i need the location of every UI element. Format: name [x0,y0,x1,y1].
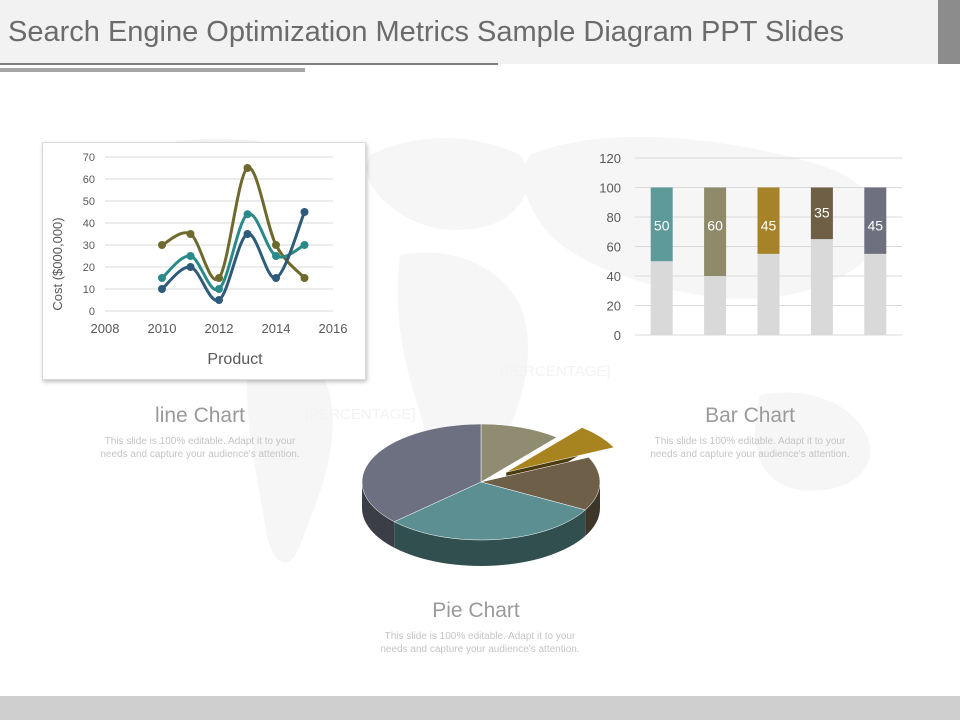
bar-y-tick-label: 80 [607,210,621,225]
line-y-tick-label: 30 [83,240,95,252]
bar-chart-description: This slide is 100% editable. Adapt it to… [650,436,850,460]
bar-data-label: 45 [761,218,777,234]
line-point-series-3 [186,263,195,271]
bar-y-tick-label: 120 [599,151,621,166]
line-point-series-3 [158,285,166,293]
line-y-tick-label: 0 [89,306,95,318]
line-chart-heading: line Chart [155,404,245,427]
pie-placeholder-label-2: [PERCENTAGE] [305,406,416,423]
line-x-tick-label: 2010 [148,321,177,336]
bar-y-tick-label: 60 [607,240,621,255]
line-point-series-2 [300,241,309,249]
pie-slice-2 [506,427,615,473]
bar-top-5 [864,187,887,254]
bar-base-1 [650,261,673,335]
footer-bar [0,696,960,720]
line-y-tick-label: 70 [83,152,95,164]
line-y-tick-label: 60 [83,174,95,186]
pie-chart-description: This slide is 100% editable. Adapt it to… [380,631,580,655]
line-y-tick-label: 40 [83,218,95,230]
title-underline-long [0,63,498,65]
title-bar [0,0,938,64]
line-point-series-3 [272,274,280,282]
line-point-series-1 [186,230,195,238]
pie-slice-3 [480,457,601,511]
line-point-series-1 [158,241,166,249]
corner-accent [938,0,960,64]
line-y-axis-label: Cost ($000,000) [50,217,65,310]
pie-slice-1 [480,423,558,483]
bar-base-4 [810,239,833,335]
line-y-tick-label: 10 [83,284,95,296]
bar-y-tick-label: 0 [614,328,621,343]
line-point-series-2 [272,252,280,260]
pie-slice-4 [393,481,586,541]
bar-data-label: 50 [654,218,670,234]
line-point-series-3 [243,230,252,238]
bar-chart-heading: Bar Chart [705,404,795,427]
line-y-tick-label: 20 [83,262,95,274]
pie-placeholder-label-1: [PERCENTAGE] [500,363,611,380]
line-point-series-2 [215,285,223,293]
bar-top-2 [704,187,727,276]
line-y-tick-label: 50 [83,196,95,208]
line-x-axis-label: Product [207,351,263,368]
line-x-tick-label: 2008 [91,321,120,336]
pie-slice-side-4 [394,509,586,566]
line-point-series-2 [243,210,252,219]
bar-base-3 [757,253,780,335]
line-chart-description: This slide is 100% editable. Adapt it to… [100,436,300,460]
bar-y-tick-label: 40 [607,269,621,284]
bar-data-label: 35 [814,205,830,221]
line-point-series-3 [215,296,223,304]
pie-slice-side-3 [585,482,600,536]
pie-slice-5 [361,423,482,522]
bar-top-1 [650,187,673,262]
line-point-series-2 [158,274,166,282]
line-point-series-1 [300,274,309,282]
bar-top-4 [810,187,833,240]
bar-data-label: 60 [707,218,723,234]
line-point-series-2 [186,252,195,260]
bar-top-3 [757,187,780,254]
line-x-tick-label: 2014 [262,321,291,336]
bar-base-2 [704,276,727,335]
bar-y-tick-label: 20 [607,299,621,314]
title-underline-short [0,68,305,72]
bar-base-5 [864,253,887,335]
line-point-series-3 [300,208,309,216]
line-point-series-1 [215,274,223,282]
bar-data-label: 45 [868,218,884,234]
line-x-tick-label: 2012 [205,321,234,336]
slide-title: Search Engine Optimization Metrics Sampl… [8,16,844,48]
pie-chart-heading: Pie Chart [432,599,520,622]
line-point-series-1 [243,164,252,172]
line-point-series-1 [272,241,280,249]
pie-slice-side-5 [362,482,395,548]
line-x-tick-label: 2016 [319,321,348,336]
bar-y-tick-label: 100 [599,181,621,196]
